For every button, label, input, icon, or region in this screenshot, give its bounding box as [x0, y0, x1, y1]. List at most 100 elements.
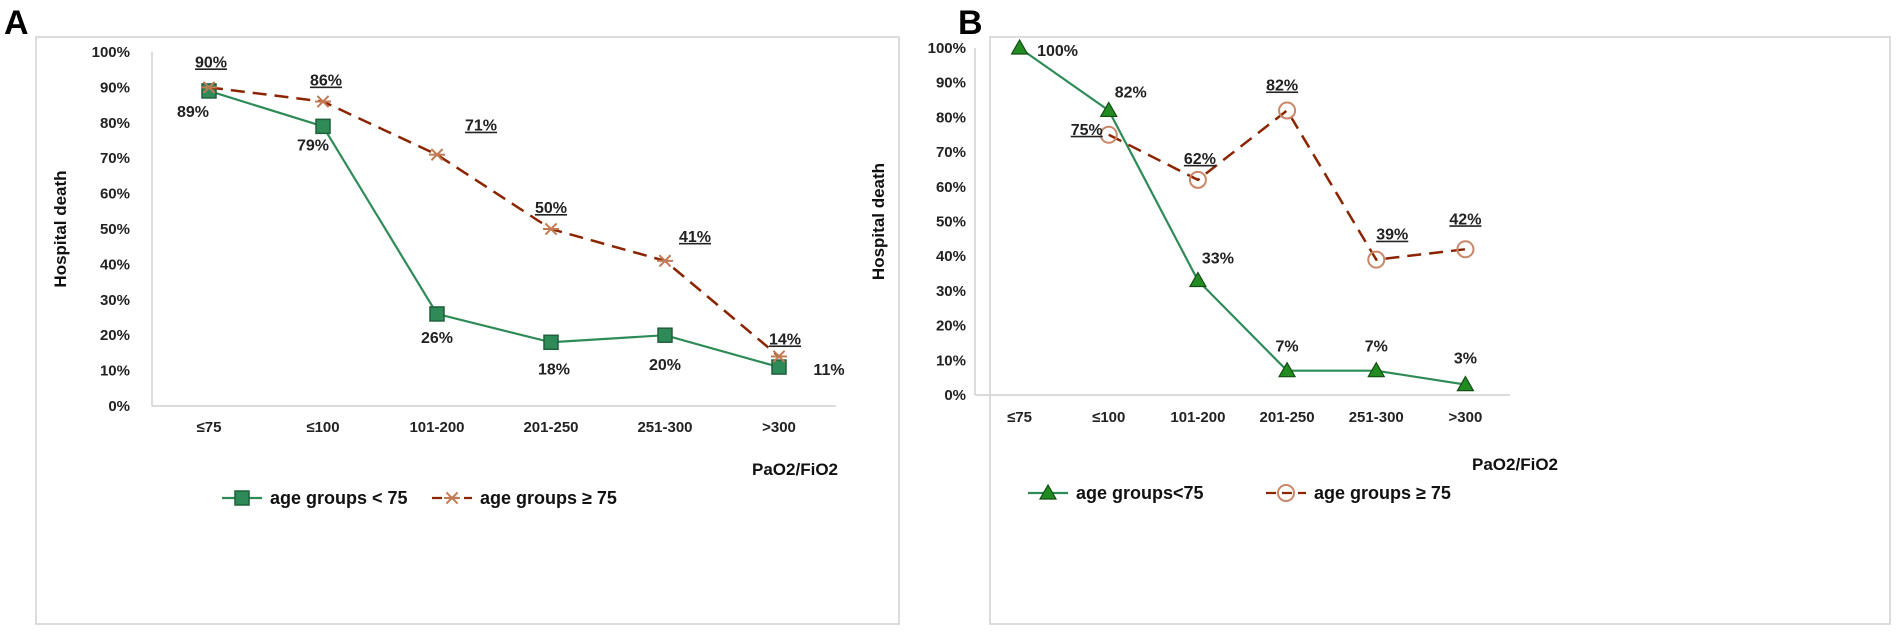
- panel-a-series-2-point: [771, 350, 787, 363]
- panel-a-y-tick-label: 70%: [100, 150, 130, 167]
- panel-a-series-1-data-label: 20%: [649, 357, 681, 374]
- panel-a-series-2-point: [201, 81, 217, 94]
- panel-b-y-tick-label: 90%: [936, 75, 966, 92]
- panel-b-y-tick-label: 60%: [936, 179, 966, 196]
- panel-a-y-tick-label: 30%: [100, 292, 130, 309]
- panel-a-series-2-point: [657, 254, 673, 268]
- panel-a-y-axis-title: Hospital death: [51, 170, 70, 287]
- panel-b-series-1-point: [1278, 361, 1297, 378]
- panel-b-series-2-point: [1367, 250, 1386, 269]
- panel-b-y-tick-label: 80%: [936, 109, 966, 126]
- panel-b-y-tick-label: 10%: [936, 352, 966, 369]
- panel-a-legend-2-label: age groups ≥ 75: [480, 488, 617, 508]
- panel-a-series-2-point: [543, 222, 559, 236]
- panel-b-legend-1-label: age groups<75: [1076, 483, 1204, 503]
- panel-b-series-1-data-label: 100%: [1037, 43, 1078, 60]
- panel-b-x-tick-label: 251-300: [1349, 409, 1404, 426]
- panel-a-y-tick-label: 60%: [100, 186, 130, 203]
- panel-b-series-2-data-label: 42%: [1449, 211, 1481, 228]
- panel-a-series-1-point: [657, 327, 673, 343]
- panel-b-series-2-data-label: 75%: [1071, 122, 1103, 139]
- panel-b-series-1-point: [1099, 101, 1118, 118]
- panel-b-frame: [989, 36, 1891, 625]
- panel-a-series-2-data-label: 41%: [679, 229, 711, 246]
- panel-a-legend-1-marker: [234, 490, 250, 506]
- panel-b-x-tick-label: >300: [1449, 409, 1483, 426]
- panel-a-series-1-data-label: 26%: [421, 330, 453, 347]
- panel-a-y-tick-label: 90%: [100, 79, 130, 96]
- panel-b-series-1-data-label: 33%: [1202, 250, 1234, 267]
- panel-a-x-tick-label: >300: [762, 419, 796, 436]
- panel-a-y-tick-label: 10%: [100, 363, 130, 380]
- panel-a-series-2-data-label: 14%: [769, 331, 801, 348]
- panel-b-series-2-point: [1278, 101, 1297, 120]
- panel-b-legend-1-marker: [1038, 483, 1058, 500]
- panel-a-y-tick-label: 50%: [100, 221, 130, 238]
- panel-a-series-1-line: [208, 89, 780, 369]
- panel-a-y-tick-label: 100%: [92, 44, 130, 61]
- panel-b-x-axis-title: PaO2/FiO2: [1472, 455, 1558, 474]
- panel-b-series-2-point: [1188, 170, 1207, 189]
- panel-b-series-1-line: [1018, 47, 1466, 386]
- panel-a-series-2-point: [429, 148, 445, 161]
- panel-a-x-tick-label: ≤100: [306, 419, 339, 436]
- panel-b-x-tick-label: 101-200: [1170, 409, 1225, 426]
- panel-b-y-tick-label: 50%: [936, 214, 966, 231]
- panel-a-series-2-line: [208, 86, 780, 358]
- panel-a-series-2-data-label: 86%: [310, 73, 342, 90]
- panel-a-series-1-point: [543, 334, 559, 351]
- panel-a-legend-2-marker: [444, 491, 460, 505]
- panel-a-y-tick-label: 80%: [100, 115, 130, 132]
- panel-b-legend-2-marker: [1277, 484, 1295, 502]
- panel-a-x-tick-label: 251-300: [637, 419, 692, 436]
- panel-a-series-1-data-label: 18%: [538, 361, 570, 378]
- panel-b-series-1-point: [1367, 361, 1386, 378]
- panel-a-y-tick-label: 40%: [100, 256, 130, 273]
- panel-a-series-2-data-label: 90%: [195, 54, 227, 71]
- panel-b-series-2-point: [1099, 125, 1118, 144]
- panel-b-series-1-data-label: 3%: [1454, 351, 1477, 368]
- panel-b-x-tick-label: ≤100: [1092, 409, 1125, 426]
- panel-b-x-tick-label: ≤75: [1007, 409, 1032, 426]
- panel-b-y-tick-label: 30%: [936, 283, 966, 300]
- panel-letter-b: B: [958, 4, 983, 42]
- panel-b-y-tick-label: 70%: [936, 144, 966, 161]
- panel-a-legend-1-label: age groups < 75: [270, 488, 408, 508]
- panel-b-y-tick-label: 100%: [928, 40, 966, 57]
- panel-a-series-1-point: [771, 359, 787, 375]
- panel-a-series-1-data-label: 79%: [297, 137, 329, 154]
- panel-a-series-1-point: [429, 306, 445, 322]
- panel-a-x-tick-label: 201-250: [523, 419, 578, 436]
- panel-b-series-2-line: [1108, 108, 1466, 262]
- panel-a-y-tick-label: 20%: [100, 327, 130, 344]
- panel-a-x-tick-label: ≤75: [197, 419, 222, 436]
- panel-a-series-2-data-label: 71%: [465, 118, 497, 135]
- panel-b-y-tick-label: 20%: [936, 318, 966, 335]
- panel-a-x-tick-label: 101-200: [409, 419, 464, 436]
- panel-a-series-1-data-label: 11%: [813, 362, 844, 379]
- panel-b-series-1-data-label: 7%: [1276, 339, 1299, 356]
- panel-b-x-tick-label: 201-250: [1260, 409, 1315, 426]
- panel-b-series-1-point: [1188, 271, 1207, 288]
- panel-b-series-1-point: [1010, 38, 1029, 55]
- panel-b-series-1-point: [1456, 375, 1475, 392]
- panel-b-y-tick-label: 0%: [944, 387, 966, 404]
- panel-a-series-2-data-label: 50%: [535, 200, 567, 217]
- panel-b-y-axis-title: Hospital death: [869, 163, 888, 280]
- panel-b-series-1-data-label: 7%: [1365, 339, 1388, 356]
- panel-b-series-1-data-label: 82%: [1115, 84, 1147, 101]
- panel-a-frame: [35, 36, 900, 625]
- panel-b-y-tick-label: 40%: [936, 248, 966, 265]
- panel-a-series-1-data-label: 89%: [177, 104, 209, 121]
- panel-a-series-2-point: [315, 95, 331, 108]
- panel-b-legend-2-label: age groups ≥ 75: [1314, 483, 1451, 503]
- panel-a-y-tick-label: 0%: [108, 398, 130, 415]
- panel-b-series-2-data-label: 62%: [1184, 151, 1216, 168]
- panel-a-x-axis-title: PaO2/FiO2: [752, 460, 838, 479]
- panel-b-series-2-point: [1456, 240, 1475, 259]
- panel-a-series-1-point: [315, 118, 331, 135]
- panel-letter-a: A: [4, 4, 29, 42]
- panel-b-series-2-data-label: 82%: [1266, 77, 1298, 94]
- panel-b-series-2-data-label: 39%: [1376, 227, 1408, 244]
